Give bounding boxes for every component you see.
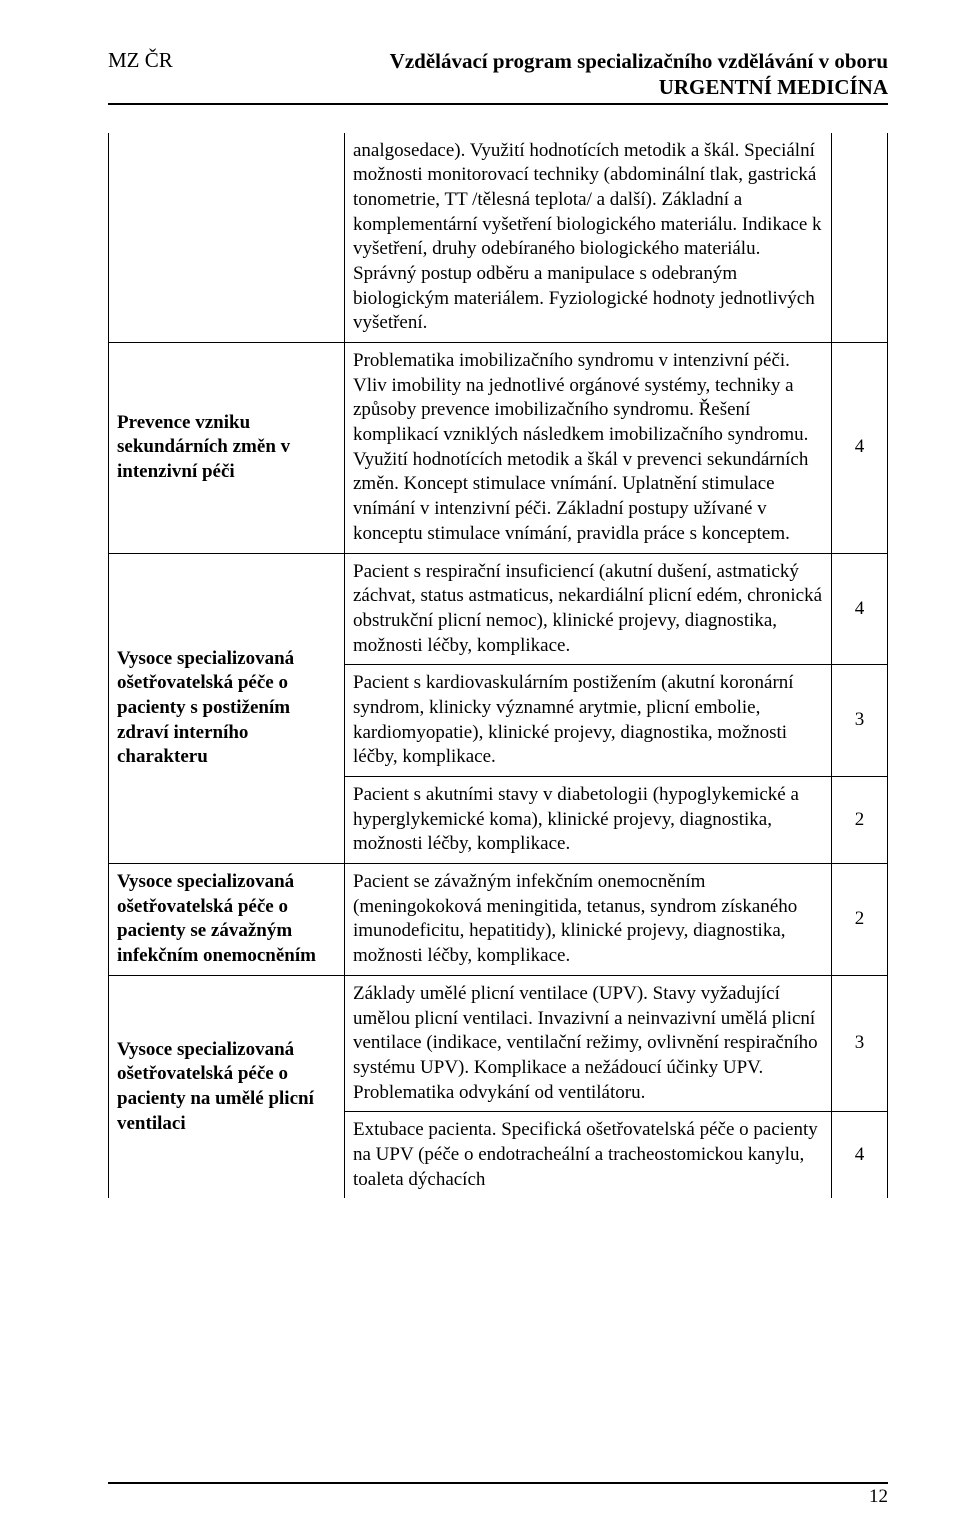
- row-left: Prevence vzniku sekundárních změn v inte…: [109, 343, 345, 554]
- page-header: MZ ČR Vzdělávací program specializačního…: [108, 48, 888, 105]
- header-right-line2: URGENTNÍ MEDICÍNA: [390, 74, 888, 100]
- row-left: Vysoce specializovaná ošetřovatelská péč…: [109, 553, 345, 864]
- row-mid: analgosedace). Využití hodnotících metod…: [345, 133, 832, 343]
- row-mid: Pacient se závažným infekčním onemocnění…: [345, 864, 832, 976]
- row-right: 2: [832, 777, 888, 864]
- row-mid: Základy umělé plicní ventilace (UPV). St…: [345, 975, 832, 1111]
- header-right-line1: Vzdělávací program specializačního vzděl…: [390, 48, 888, 74]
- row-mid: Pacient s respirační insuficiencí (akutn…: [345, 553, 832, 665]
- content-table: analgosedace). Využití hodnotících metod…: [108, 133, 888, 1199]
- row-mid: Pacient s kardiovaskulárním postižením (…: [345, 665, 832, 777]
- row-right: [832, 133, 888, 343]
- row-left: Vysoce specializovaná ošetřovatelská péč…: [109, 975, 345, 1198]
- row-right: 3: [832, 975, 888, 1111]
- header-left: MZ ČR: [108, 48, 173, 73]
- table-row: Vysoce specializovaná ošetřovatelská péč…: [109, 553, 888, 665]
- row-right: 4: [832, 1112, 888, 1199]
- row-right: 4: [832, 343, 888, 554]
- table-row: Prevence vzniku sekundárních změn v inte…: [109, 343, 888, 554]
- table-row: Vysoce specializovaná ošetřovatelská péč…: [109, 975, 888, 1111]
- row-left: [109, 133, 345, 343]
- row-right: 3: [832, 665, 888, 777]
- row-right: 2: [832, 864, 888, 976]
- page-number: 12: [108, 1482, 888, 1508]
- row-mid: Pacient s akutními stavy v diabetologii …: [345, 777, 832, 864]
- table-row: Vysoce specializovaná ošetřovatelská péč…: [109, 864, 888, 976]
- row-mid: Extubace pacienta. Specifická ošetřovate…: [345, 1112, 832, 1199]
- table-row: analgosedace). Využití hodnotících metod…: [109, 133, 888, 343]
- row-mid: Problematika imobilizačního syndromu v i…: [345, 343, 832, 554]
- row-left: Vysoce specializovaná ošetřovatelská péč…: [109, 864, 345, 976]
- header-right: Vzdělávací program specializačního vzděl…: [390, 48, 888, 101]
- row-right: 4: [832, 553, 888, 665]
